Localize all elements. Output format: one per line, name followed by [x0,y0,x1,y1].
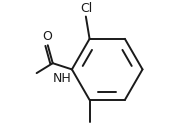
Text: NH: NH [52,72,71,85]
Text: O: O [42,30,52,43]
Text: Cl: Cl [80,2,92,15]
